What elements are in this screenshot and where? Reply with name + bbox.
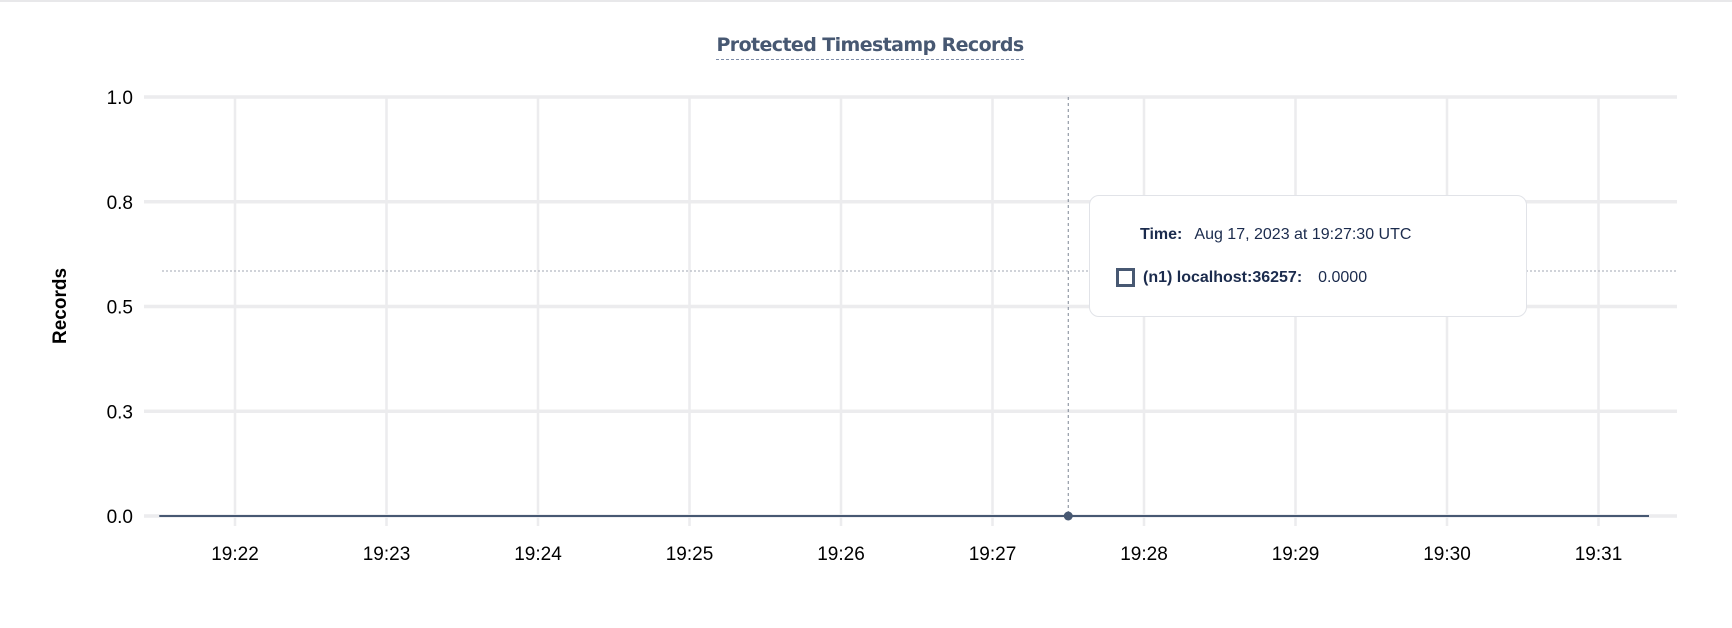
tooltip-series-value: 0.0000: [1318, 268, 1368, 286]
y-tick-label: 0.5: [107, 298, 133, 319]
chart-title[interactable]: Protected Timestamp Records: [716, 34, 1024, 60]
hover-point: [1063, 511, 1073, 521]
series-swatch-icon: [1116, 268, 1135, 287]
chart-title-container: Protected Timestamp Records: [0, 34, 1732, 60]
x-tick-label: 19:23: [363, 544, 411, 565]
x-tick-label: 19:25: [666, 544, 714, 565]
tooltip-time: Time: Aug 17, 2023 at 19:27:30 UTC: [1140, 226, 1411, 244]
tooltip-series-label: (n1) localhost:36257:: [1143, 268, 1303, 286]
x-tick-label: 19:31: [1575, 544, 1623, 565]
x-tick-label: 19:29: [1272, 544, 1320, 565]
y-tick-label: 0.8: [107, 193, 133, 214]
x-tick-label: 19:26: [817, 544, 865, 565]
x-tick-label: 19:27: [969, 544, 1017, 565]
panel-border: [0, 0, 1732, 5]
x-tick-label: 19:24: [514, 544, 562, 565]
x-tick-label: 19:28: [1120, 544, 1168, 565]
tooltip-series-row: (n1) localhost:36257: 0.0000: [1116, 268, 1367, 287]
y-tick-label: 1.0: [107, 88, 133, 109]
y-tick-label: 0.0: [107, 507, 133, 528]
tooltip-time-label: Time:: [1140, 226, 1183, 243]
hover-tooltip: Time: Aug 17, 2023 at 19:27:30 UTC (n1) l…: [1089, 195, 1527, 317]
x-tick-label: 19:22: [211, 544, 259, 565]
x-tick-label: 19:30: [1423, 544, 1471, 565]
tooltip-time-value: Aug 17, 2023 at 19:27:30 UTC: [1194, 226, 1412, 243]
y-tick-label: 0.3: [107, 402, 133, 423]
